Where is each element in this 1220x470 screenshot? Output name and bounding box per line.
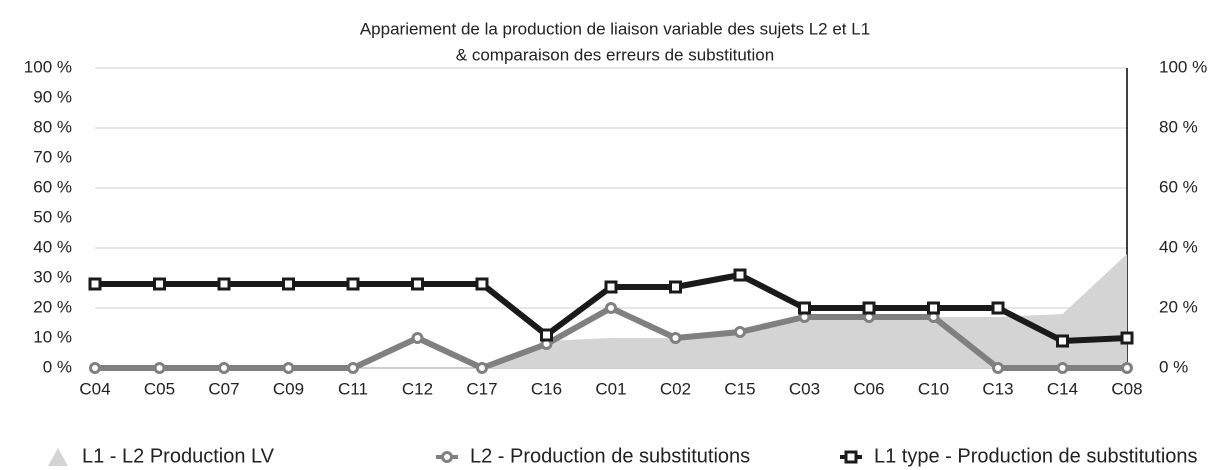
legend-swatch <box>48 448 68 466</box>
marker <box>89 362 101 374</box>
y-tick-label: 100 % <box>24 57 72 76</box>
y2-tick-label: 40 % <box>1159 237 1198 256</box>
x-tick-label: C08 <box>1111 379 1142 398</box>
y-tick-label: 0 % <box>43 357 72 376</box>
marker <box>540 328 553 342</box>
x-tick-label: C11 <box>338 379 368 398</box>
marker <box>1120 331 1134 345</box>
x-tick-label: C12 <box>402 379 433 398</box>
line-layer <box>88 268 1134 374</box>
marker <box>411 332 424 344</box>
area-layer <box>95 254 1127 368</box>
x-tick-label: C01 <box>595 379 626 398</box>
x-tick-label: C15 <box>724 379 755 398</box>
y-tick-label: 10 % <box>33 327 72 346</box>
legend-swatch <box>441 451 453 463</box>
x-tick-label: C17 <box>466 379 497 398</box>
marker <box>734 326 746 338</box>
marker <box>347 362 359 374</box>
marker <box>282 277 295 291</box>
marker <box>282 362 295 374</box>
y-tick-label: 30 % <box>33 267 72 286</box>
x-tick-label: C10 <box>918 379 949 398</box>
chart-title: Appariement de la production de liaison … <box>360 19 870 38</box>
marker <box>153 362 166 374</box>
y-tick-label: 90 % <box>33 87 72 106</box>
marker <box>669 280 682 294</box>
marker <box>733 268 747 282</box>
marker <box>798 301 811 315</box>
x-tick-label: C13 <box>982 379 1013 398</box>
marker <box>217 277 231 291</box>
x-tick-label: C07 <box>208 379 239 398</box>
marker <box>218 362 230 374</box>
y-tick-label: 60 % <box>33 177 72 196</box>
x-tick-label: C02 <box>660 379 691 398</box>
marker <box>153 277 166 291</box>
marker <box>1121 362 1133 374</box>
legend-label: L1 type - Production de substitutions <box>874 445 1198 467</box>
y-tick-label: 40 % <box>33 237 72 256</box>
y-tick-label: 80 % <box>33 117 72 136</box>
y2-tick-label: 80 % <box>1159 117 1198 136</box>
y-tick-label: 50 % <box>33 207 72 226</box>
area <box>95 254 1127 368</box>
marker <box>927 301 940 315</box>
legend-swatch <box>844 450 858 464</box>
x-tick-label: C16 <box>531 379 562 398</box>
legend-label: L1 - L2 Production LV <box>82 445 275 467</box>
x-tick-label: C09 <box>273 379 304 398</box>
x-tick-label: C04 <box>79 379 110 398</box>
marker <box>88 277 102 291</box>
marker <box>1056 334 1069 348</box>
y2-tick-label: 20 % <box>1159 297 1198 316</box>
x-tick-label: C06 <box>853 379 884 398</box>
marker <box>991 301 1005 315</box>
marker <box>862 301 876 315</box>
y-tick-label: 70 % <box>33 147 72 166</box>
y2-tick-label: 100 % <box>1159 57 1207 76</box>
marker <box>604 280 618 294</box>
chart-title: & comparaison des erreurs de substitutio… <box>456 45 774 64</box>
legend-label: L2 - Production de substitutions <box>470 445 750 467</box>
marker <box>346 277 360 291</box>
x-tick-label: C03 <box>789 379 820 398</box>
y-tick-label: 20 % <box>33 297 72 316</box>
x-tick-label: C14 <box>1047 379 1078 398</box>
y2-tick-label: 60 % <box>1159 177 1198 196</box>
marker <box>411 277 424 291</box>
marker <box>1056 362 1069 374</box>
marker <box>475 277 489 291</box>
y2-tick-label: 0 % <box>1159 357 1188 376</box>
marker <box>605 302 617 314</box>
marker <box>476 362 488 374</box>
marker <box>992 362 1004 374</box>
marker <box>669 332 682 344</box>
x-tick-label: C05 <box>144 379 175 398</box>
